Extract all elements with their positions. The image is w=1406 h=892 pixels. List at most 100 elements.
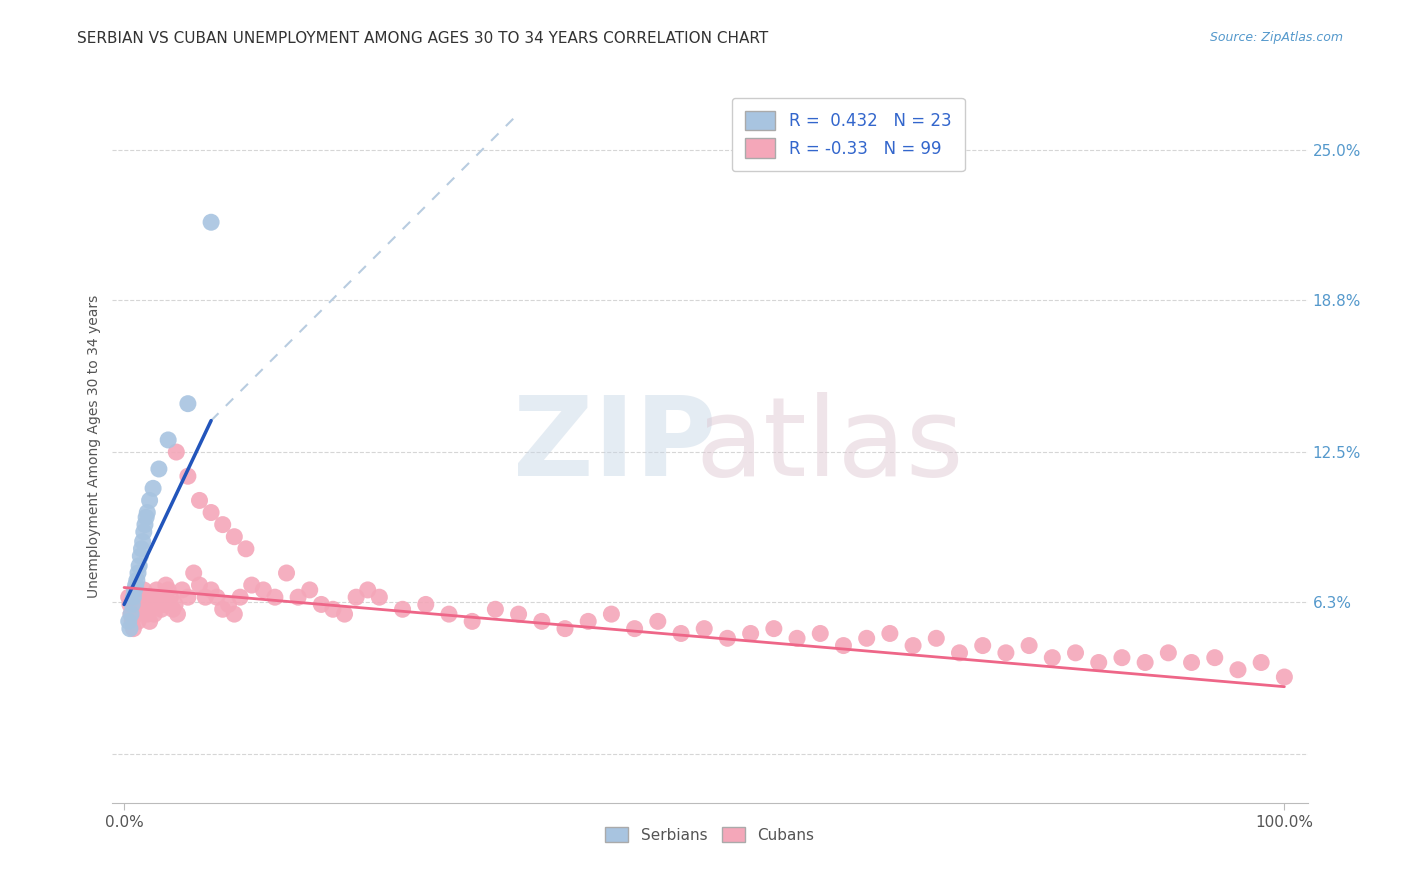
- Point: [165, 598, 187, 612]
- Point: [131, 598, 153, 612]
- Point: [716, 632, 738, 646]
- Point: [157, 433, 180, 447]
- Point: [162, 602, 184, 616]
- Point: [1272, 670, 1295, 684]
- Point: [530, 615, 553, 629]
- Point: [138, 493, 160, 508]
- Point: [461, 615, 484, 629]
- Text: ZIP: ZIP: [513, 392, 716, 500]
- Text: atlas: atlas: [696, 392, 963, 500]
- Point: [148, 590, 170, 604]
- Point: [808, 626, 831, 640]
- Point: [200, 506, 222, 520]
- Point: [264, 590, 287, 604]
- Point: [1111, 650, 1133, 665]
- Point: [287, 590, 309, 604]
- Point: [994, 646, 1017, 660]
- Point: [298, 582, 321, 597]
- Point: [134, 517, 156, 532]
- Point: [128, 590, 150, 604]
- Point: [1180, 656, 1202, 670]
- Point: [125, 574, 148, 588]
- Point: [172, 582, 194, 597]
- Point: [211, 602, 233, 616]
- Point: [124, 590, 146, 604]
- Point: [177, 469, 200, 483]
- Point: [132, 524, 155, 539]
- Point: [127, 566, 149, 580]
- Point: [183, 566, 205, 580]
- Point: [118, 598, 141, 612]
- Y-axis label: Unemployment Among Ages 30 to 34 years: Unemployment Among Ages 30 to 34 years: [87, 294, 101, 598]
- Point: [855, 632, 877, 646]
- Point: [1064, 646, 1087, 660]
- Point: [188, 493, 211, 508]
- Point: [972, 639, 994, 653]
- Point: [368, 590, 391, 604]
- Point: [142, 595, 165, 609]
- Point: [554, 622, 576, 636]
- Point: [155, 578, 177, 592]
- Point: [124, 582, 146, 597]
- Point: [120, 607, 142, 621]
- Point: [508, 607, 530, 621]
- Point: [1018, 639, 1040, 653]
- Point: [333, 607, 356, 621]
- Point: [157, 582, 180, 597]
- Point: [125, 602, 148, 616]
- Point: [205, 590, 228, 604]
- Point: [132, 582, 155, 597]
- Point: [135, 602, 157, 616]
- Point: [118, 615, 141, 629]
- Point: [138, 615, 160, 629]
- Point: [948, 646, 970, 660]
- Point: [693, 622, 716, 636]
- Point: [139, 590, 162, 604]
- Point: [211, 517, 233, 532]
- Point: [1250, 656, 1272, 670]
- Point: [240, 578, 263, 592]
- Point: [128, 558, 150, 573]
- Point: [200, 582, 222, 597]
- Point: [165, 445, 187, 459]
- Point: [125, 607, 148, 621]
- Point: [121, 598, 143, 612]
- Point: [129, 549, 152, 563]
- Point: [344, 590, 367, 604]
- Point: [1226, 663, 1249, 677]
- Point: [879, 626, 901, 640]
- Point: [166, 607, 188, 621]
- Point: [150, 602, 173, 616]
- Point: [131, 541, 153, 556]
- Point: [576, 615, 599, 629]
- Point: [136, 607, 159, 621]
- Point: [669, 626, 692, 640]
- Point: [235, 541, 257, 556]
- Point: [120, 607, 142, 621]
- Point: [224, 530, 246, 544]
- Point: [925, 632, 948, 646]
- Point: [224, 607, 246, 621]
- Point: [131, 534, 153, 549]
- Point: [1157, 646, 1180, 660]
- Point: [177, 590, 200, 604]
- Point: [136, 506, 159, 520]
- Point: [762, 622, 785, 636]
- Point: [177, 397, 200, 411]
- Point: [229, 590, 252, 604]
- Point: [1133, 656, 1156, 670]
- Point: [600, 607, 623, 621]
- Point: [122, 622, 145, 636]
- Point: [1087, 656, 1109, 670]
- Point: [832, 639, 855, 653]
- Point: [901, 639, 924, 653]
- Point: [125, 578, 148, 592]
- Point: [322, 602, 344, 616]
- Point: [143, 607, 166, 621]
- Point: [415, 598, 437, 612]
- Point: [391, 602, 413, 616]
- Point: [122, 590, 145, 604]
- Point: [311, 598, 333, 612]
- Point: [437, 607, 460, 621]
- Point: [135, 510, 157, 524]
